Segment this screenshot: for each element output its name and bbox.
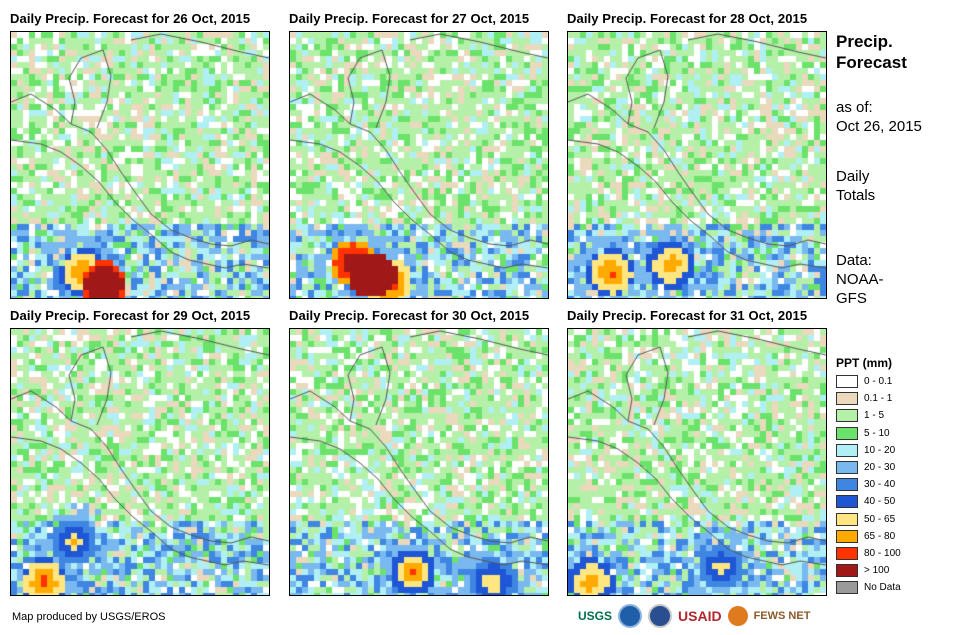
legend-label: 0 - 0.1 (864, 376, 893, 387)
legend-item: 0 - 0.1 (836, 374, 892, 389)
totals-line2: Totals (836, 187, 876, 204)
legend-item: > 100 (836, 563, 889, 578)
legend-label: 10 - 20 (864, 444, 896, 456)
legend-item: 0.1 - 1 (836, 391, 892, 406)
legend-label: 20 - 30 (864, 462, 896, 473)
legend-item: 5 - 10 (836, 426, 890, 441)
legend-label: No Data (864, 582, 901, 594)
panel-title-1: Daily Precip. Forecast for 26 Oct, 2015 (10, 11, 251, 26)
legend-item: 10 - 20 (836, 443, 895, 458)
panel-title-5: Daily Precip. Forecast for 30 Oct, 2015 (289, 308, 530, 323)
map-panel-4 (10, 328, 270, 596)
legend-label: > 100 (864, 565, 890, 577)
noaa-seal-icon (618, 604, 643, 628)
legend-swatch (836, 375, 858, 388)
side-title-line1: Precip. (836, 32, 893, 51)
legend-item: 65 - 80 (836, 529, 895, 544)
data-source-line1: Data: (836, 252, 872, 269)
legend-swatch (836, 443, 858, 457)
legend-item: 1 - 5 (836, 408, 884, 423)
legend-label: 65 - 80 (864, 530, 896, 542)
legend-item: 50 - 65 (836, 512, 895, 527)
totals-line1: Daily (836, 168, 870, 185)
legend-swatch (836, 461, 858, 474)
panel-title-6: Daily Precip. Forecast for 31 Oct, 2015 (567, 308, 808, 323)
side-title-line2: Forecast (836, 53, 907, 72)
panel-title-3: Daily Precip. Forecast for 28 Oct, 2015 (567, 11, 808, 26)
legend-item: 30 - 40 (836, 477, 895, 492)
map-panel-5 (289, 328, 549, 596)
map-panel-2 (289, 31, 549, 299)
asof-date: Oct 26, 2015 (836, 118, 922, 135)
data-source-line3: GFS (836, 290, 867, 307)
legend-title: PPT (mm) (836, 356, 893, 370)
map-panel-6 (567, 328, 827, 596)
map-panel-1 (10, 31, 270, 299)
legend-swatch (836, 426, 858, 440)
legend-label: 1 - 5 (864, 410, 885, 422)
map-panel-3 (567, 31, 827, 299)
panel-title-2: Daily Precip. Forecast for 27 Oct, 2015 (289, 11, 530, 26)
fews-globe-icon (727, 606, 748, 626)
usgs-logo: USGS (578, 609, 613, 623)
legend-item: 40 - 50 (836, 494, 895, 509)
legend-label: 5 - 10 (864, 427, 890, 439)
legend-swatch (836, 392, 858, 406)
side-title: Precip. Forecast (836, 31, 907, 73)
fews-net-logo: FEWS NET (753, 610, 811, 622)
legend-item: 20 - 30 (836, 460, 895, 475)
legend-swatch (836, 547, 858, 560)
legend-label: 40 - 50 (864, 496, 896, 508)
legend-swatch (836, 564, 858, 578)
legend-swatch (836, 409, 858, 423)
legend-swatch (836, 529, 858, 543)
legend-label: 50 - 65 (864, 513, 896, 525)
panel-title-4: Daily Precip. Forecast for 29 Oct, 2015 (10, 308, 251, 323)
legend-item: No Data (836, 580, 901, 595)
legend-swatch (836, 495, 858, 509)
data-source-line2: NOAA- (836, 271, 884, 288)
logo-strip: USGS USAID FEWS NET (578, 602, 810, 630)
usaid-logo: USAID (678, 608, 722, 624)
legend-swatch (836, 581, 858, 595)
legend-swatch (836, 512, 858, 526)
legend-label: 0.1 - 1 (864, 393, 893, 405)
credit-text: Map produced by USGS/EROS (12, 611, 166, 623)
asof-label: as of: (836, 99, 873, 116)
legend-swatch (836, 478, 858, 492)
legend-item: 80 - 100 (836, 546, 901, 561)
legend-label: 80 - 100 (864, 548, 901, 559)
legend-label: 30 - 40 (864, 479, 896, 491)
usaid-seal-icon (648, 604, 673, 628)
